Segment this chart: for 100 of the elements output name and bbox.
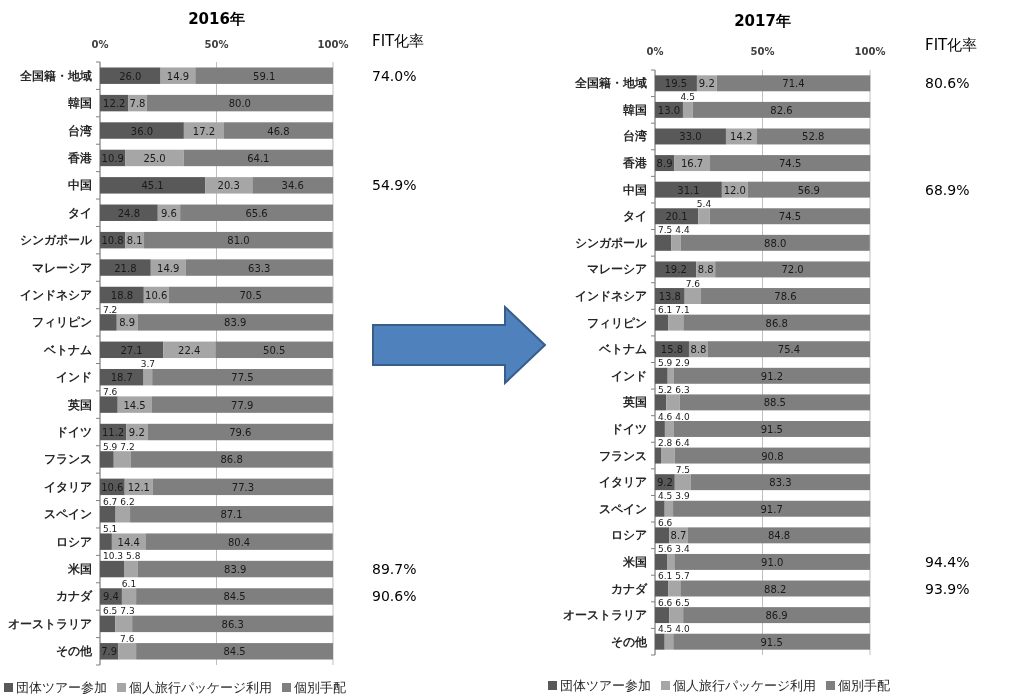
data-label: 9.6 [161, 207, 177, 219]
data-label: 72.0 [781, 264, 804, 276]
data-label: 9.4 [103, 591, 119, 603]
bar [680, 580, 870, 597]
data-label: 5.2 [658, 384, 673, 395]
bar [680, 234, 870, 251]
data-label: 45.1 [141, 180, 164, 192]
data-label: 83.3 [769, 477, 792, 489]
y-tick-label: オーストラリア [8, 616, 92, 631]
bar [152, 478, 333, 496]
data-label: 81.0 [227, 235, 250, 247]
data-label: 78.6 [774, 291, 797, 303]
bar [136, 643, 333, 660]
data-label: 59.1 [253, 70, 276, 82]
data-label: 52.8 [802, 131, 825, 143]
data-label: 86.9 [765, 610, 788, 622]
data-label: 10.8 [101, 235, 124, 247]
data-label: 4.5 [658, 491, 673, 502]
data-label: 10.9 [101, 152, 124, 164]
bar [130, 506, 333, 523]
bar [655, 367, 668, 384]
data-label: 83.9 [224, 564, 247, 576]
data-label: 9.2 [698, 78, 715, 90]
bar [143, 368, 153, 386]
data-label: 4.5 [658, 624, 673, 635]
bar [715, 261, 870, 278]
data-label: 6.4 [675, 438, 690, 449]
bar [673, 500, 871, 517]
data-label: 7.5 [658, 225, 673, 236]
data-label: 9.2 [128, 427, 145, 439]
y-tick-label: フランス [44, 452, 92, 467]
y-tick-label: ロシア [56, 534, 92, 549]
bar [100, 177, 206, 194]
data-label: 12.0 [723, 184, 746, 196]
bar [716, 75, 871, 92]
bar [136, 588, 333, 605]
bar [682, 101, 693, 118]
data-label: 88.5 [763, 397, 786, 409]
data-label: 7.1 [675, 305, 690, 316]
bar [709, 208, 870, 225]
data-label: 84.5 [223, 591, 246, 603]
data-label: 9.2 [656, 477, 673, 489]
y-tick-label: ドイツ [611, 421, 647, 436]
data-label: 26.0 [119, 70, 142, 82]
data-label: 7.6 [103, 386, 118, 397]
data-label: 5.8 [126, 551, 141, 562]
bar [195, 67, 333, 84]
data-label: 8.8 [690, 344, 707, 356]
bar [655, 447, 662, 464]
data-label: 83.9 [224, 317, 247, 329]
data-label: 20.1 [665, 211, 688, 223]
data-label: 14.9 [166, 70, 190, 82]
data-label: 6.1 [121, 578, 137, 589]
data-label: 77.3 [231, 481, 255, 493]
bar [137, 560, 333, 578]
bar [144, 231, 333, 249]
data-label: 88.2 [764, 583, 787, 595]
x-tick-label: 50% [750, 46, 775, 57]
bar [667, 367, 674, 384]
data-label: 18.7 [110, 372, 133, 384]
bar [710, 155, 871, 172]
data-label: 16.7 [680, 158, 704, 170]
bar [152, 368, 333, 386]
y-tick-label: タイ [623, 209, 647, 224]
bar [655, 607, 670, 624]
x-tick-label: 0% [646, 46, 664, 57]
data-label: 7.2 [120, 441, 135, 452]
data-label: 6.5 [103, 606, 118, 617]
data-label: 14.5 [123, 399, 146, 411]
data-label: 5.7 [675, 571, 690, 582]
bar [252, 177, 333, 194]
y-tick-label: 台湾 [68, 123, 92, 138]
data-label: 7.6 [120, 633, 135, 644]
data-label: 90.8 [761, 450, 784, 462]
bar [655, 527, 670, 544]
bar [205, 177, 253, 194]
bar [674, 474, 691, 491]
y-tick-label: シンガポール [20, 233, 93, 248]
text: 93.9% [925, 580, 970, 597]
data-label: 6.1 [658, 305, 673, 316]
data-label: 80.0 [228, 98, 251, 110]
bar [100, 615, 116, 633]
data-label: 7.6 [685, 278, 701, 289]
bar [118, 643, 137, 660]
y-tick-label: ロシア [611, 528, 647, 543]
data-label: 86.8 [765, 317, 788, 329]
bar [115, 615, 133, 633]
y-tick-label: 台湾 [623, 129, 647, 144]
data-label: 74.5 [778, 158, 802, 170]
data-label: 18.8 [110, 289, 134, 301]
data-label: 88.0 [764, 237, 787, 249]
legend-label: 個人旅行パッケージ利用 [673, 678, 816, 693]
data-label: 7.8 [129, 98, 146, 110]
data-label: 33.0 [679, 131, 702, 143]
bar [115, 506, 131, 523]
y-tick-label: カナダ [56, 589, 93, 604]
bar [655, 633, 665, 650]
data-label: 4.4 [675, 225, 690, 236]
bar [655, 181, 722, 198]
y-tick-label: 米国 [622, 554, 647, 569]
